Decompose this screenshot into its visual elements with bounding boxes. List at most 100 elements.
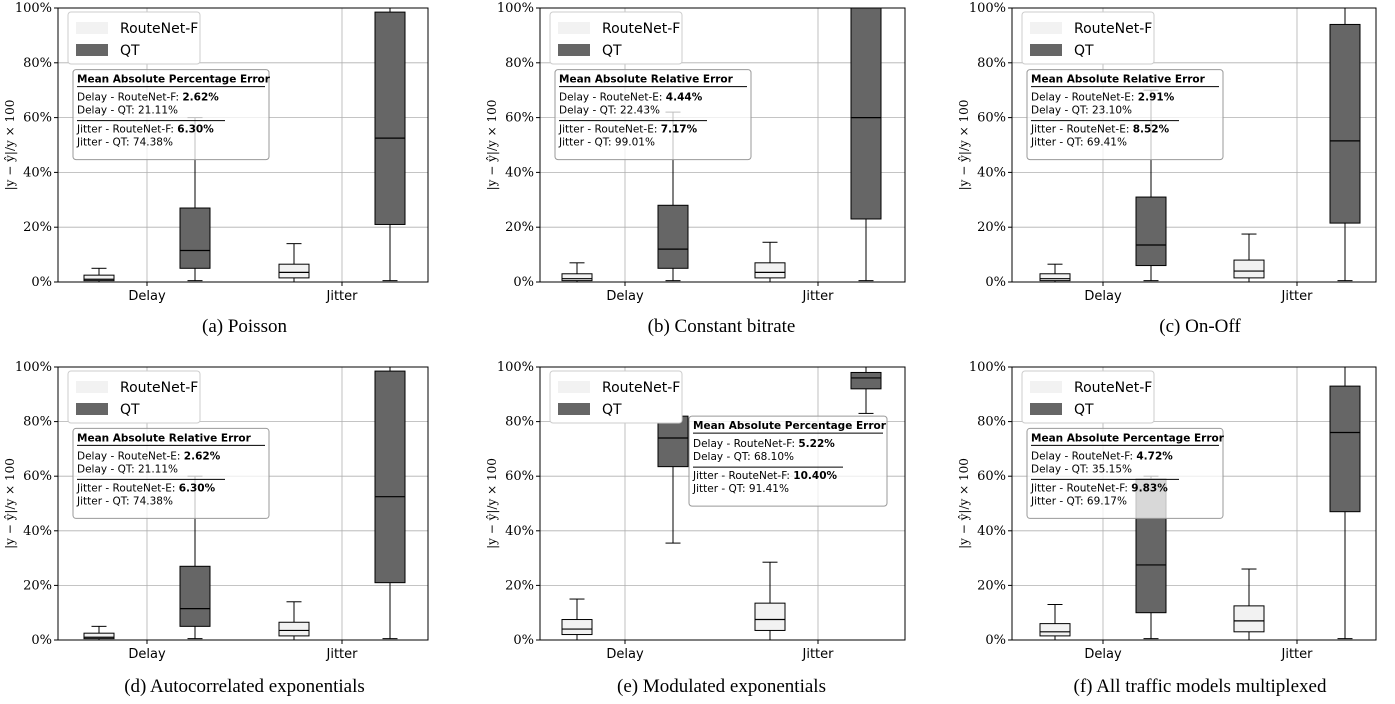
box-routenetf-delay bbox=[561, 262, 593, 283]
y-tick-label: 40% bbox=[23, 524, 52, 539]
panel-2: 0% 20% 40% 60% 80% 100% Delay Jitter |y − ŷ|/y ×… bbox=[485, 1, 906, 337]
error-summary-line: Jitter - QT: 91.41% bbox=[692, 483, 789, 495]
error-summary-frame bbox=[688, 415, 888, 507]
error-summary-title: Mean Absolute Relative Error bbox=[559, 74, 734, 86]
error-summary-line-value: 74.38% bbox=[133, 495, 173, 507]
error-summary-line-label: Jitter - RouteNet-E: bbox=[76, 482, 179, 494]
box-iqr bbox=[1233, 605, 1265, 633]
y-tick-label: 100% bbox=[969, 360, 1006, 375]
legend-swatch bbox=[558, 403, 590, 415]
y-tick-label: 100% bbox=[15, 1, 52, 16]
box-iqr bbox=[1039, 273, 1071, 282]
box-qt-delay bbox=[179, 475, 211, 640]
box-routenetf-jitter bbox=[754, 241, 786, 283]
legend-label: RouteNet-F bbox=[120, 380, 198, 396]
y-axis-label: |y − ŷ|/y × 100 bbox=[3, 100, 17, 191]
x-tick-label: Jitter bbox=[326, 289, 359, 304]
x-tick-label: Jitter bbox=[1281, 647, 1314, 662]
error-summary-line-label: Delay - QT: bbox=[77, 105, 138, 117]
box-iqr bbox=[1135, 196, 1167, 267]
y-tick-label: 40% bbox=[977, 165, 1006, 180]
y-tick-label: 20% bbox=[977, 578, 1006, 593]
y-axis-label: |y − ŷ|/y × 100 bbox=[3, 458, 17, 549]
y-tick-label: 0% bbox=[513, 275, 534, 290]
y-tick-label: 100% bbox=[969, 1, 1006, 16]
error-summary-line-label: Delay - RouteNet-F: bbox=[1031, 450, 1136, 462]
plot-frame bbox=[1011, 366, 1377, 641]
box-routenetf-delay bbox=[561, 598, 593, 641]
error-summary-line-label: Delay - RouteNet-F: bbox=[693, 438, 798, 450]
box-routenetf-jitter bbox=[754, 561, 786, 641]
legend-label: RouteNet-F bbox=[120, 21, 198, 37]
error-summary-line-value: 10.40% bbox=[793, 470, 837, 482]
y-tick-label: 40% bbox=[23, 165, 52, 180]
box-iqr bbox=[278, 263, 310, 279]
y-axis-label: |y − ŷ|/y × 100 bbox=[957, 458, 971, 549]
panel-caption: (c) On-Off bbox=[1159, 316, 1241, 337]
x-tick-label: Jitter bbox=[802, 289, 835, 304]
y-axis-label: |y − ŷ|/y × 100 bbox=[485, 100, 499, 191]
error-summary-line: Delay - QT: 21.11% bbox=[77, 463, 178, 475]
panel-caption: (e) Modulated exponentials bbox=[617, 676, 826, 697]
error-summary-line-label: Jitter - RouteNet-F: bbox=[692, 470, 793, 482]
x-tick-label: Delay bbox=[606, 289, 644, 304]
y-tick-label: 20% bbox=[23, 578, 52, 593]
error-summary-line-value: 21.11% bbox=[138, 463, 178, 475]
y-tick-label: 0% bbox=[31, 275, 52, 290]
legend-label: QT bbox=[1074, 43, 1094, 59]
error-summary-line-value: 74.38% bbox=[133, 137, 173, 149]
box-iqr bbox=[83, 632, 115, 640]
error-summary-line-label: Delay - RouteNet-E: bbox=[1031, 92, 1138, 104]
legend-swatch bbox=[1030, 403, 1062, 415]
error-summary-line-label: Jitter - QT: bbox=[1030, 495, 1087, 507]
error-summary-line: Delay - QT: 35.15% bbox=[1031, 463, 1132, 475]
legend-label: QT bbox=[120, 43, 140, 59]
error-summary-line: Delay - QT: 23.10% bbox=[1031, 105, 1132, 117]
error-summary-line: Jitter - RouteNet-E: 8.52% bbox=[1030, 124, 1170, 136]
error-summary-title: Mean Absolute Percentage Error bbox=[693, 420, 887, 432]
box-routenetf-delay bbox=[83, 625, 115, 641]
error-summary-box: Mean Absolute Relative Error Delay - Rout… bbox=[554, 69, 752, 161]
error-summary-line-label: Delay - QT: bbox=[1031, 105, 1092, 117]
y-tick-label: 100% bbox=[15, 360, 52, 375]
box-iqr bbox=[657, 204, 689, 269]
y-tick-label: 20% bbox=[23, 220, 52, 235]
error-summary-title: Mean Absolute Relative Error bbox=[77, 432, 252, 444]
error-summary-line-label: Delay - QT: bbox=[77, 463, 138, 475]
plot-frame bbox=[539, 366, 906, 641]
error-summary-line-label: Jitter - QT: bbox=[692, 483, 749, 495]
plot-frame bbox=[57, 7, 429, 283]
error-summary-line-value: 2.91% bbox=[1138, 92, 1175, 104]
error-summary-line: Delay - RouteNet-E: 4.44% bbox=[559, 92, 703, 104]
box-qt-jitter bbox=[1329, 7, 1361, 282]
error-summary-title: Mean Absolute Percentage Error bbox=[1031, 432, 1225, 444]
error-summary-line-value: 2.62% bbox=[184, 450, 221, 462]
box-qt-delay bbox=[179, 117, 211, 282]
error-summary-line-label: Jitter - RouteNet-F: bbox=[1030, 482, 1131, 494]
error-summary-line: Delay - RouteNet-F: 5.22% bbox=[693, 438, 835, 450]
y-tick-label: 80% bbox=[977, 56, 1006, 71]
error-summary-box: Mean Absolute Percentage Error Delay - Ro… bbox=[72, 69, 271, 161]
error-summary-line: Delay - RouteNet-F: 4.72% bbox=[1031, 450, 1173, 462]
box-iqr bbox=[850, 371, 882, 390]
y-tick-label: 60% bbox=[977, 111, 1006, 126]
y-tick-label: 60% bbox=[23, 469, 52, 484]
error-summary-frame bbox=[72, 427, 270, 519]
error-summary-line-value: 5.22% bbox=[798, 438, 835, 450]
error-summary-line: Jitter - QT: 69.41% bbox=[1030, 137, 1127, 149]
box-iqr bbox=[754, 602, 786, 631]
box-iqr bbox=[1329, 385, 1361, 513]
box-qt-jitter bbox=[850, 366, 882, 414]
error-summary-line-label: Delay - QT: bbox=[559, 105, 620, 117]
error-summary-line: Delay - RouteNet-E: 2.91% bbox=[1031, 92, 1175, 104]
legend-swatch bbox=[1030, 44, 1062, 56]
legend: RouteNet-F QT bbox=[1021, 370, 1155, 424]
y-tick-label: 0% bbox=[31, 633, 52, 648]
error-summary-line-label: Delay - RouteNet-E: bbox=[559, 92, 666, 104]
x-tick-label: Delay bbox=[606, 647, 644, 662]
y-tick-label: 40% bbox=[977, 524, 1006, 539]
x-tick-label: Jitter bbox=[1281, 289, 1314, 304]
error-summary-line-label: Jitter - QT: bbox=[1030, 137, 1087, 149]
error-summary-line-label: Delay - RouteNet-F: bbox=[77, 92, 182, 104]
